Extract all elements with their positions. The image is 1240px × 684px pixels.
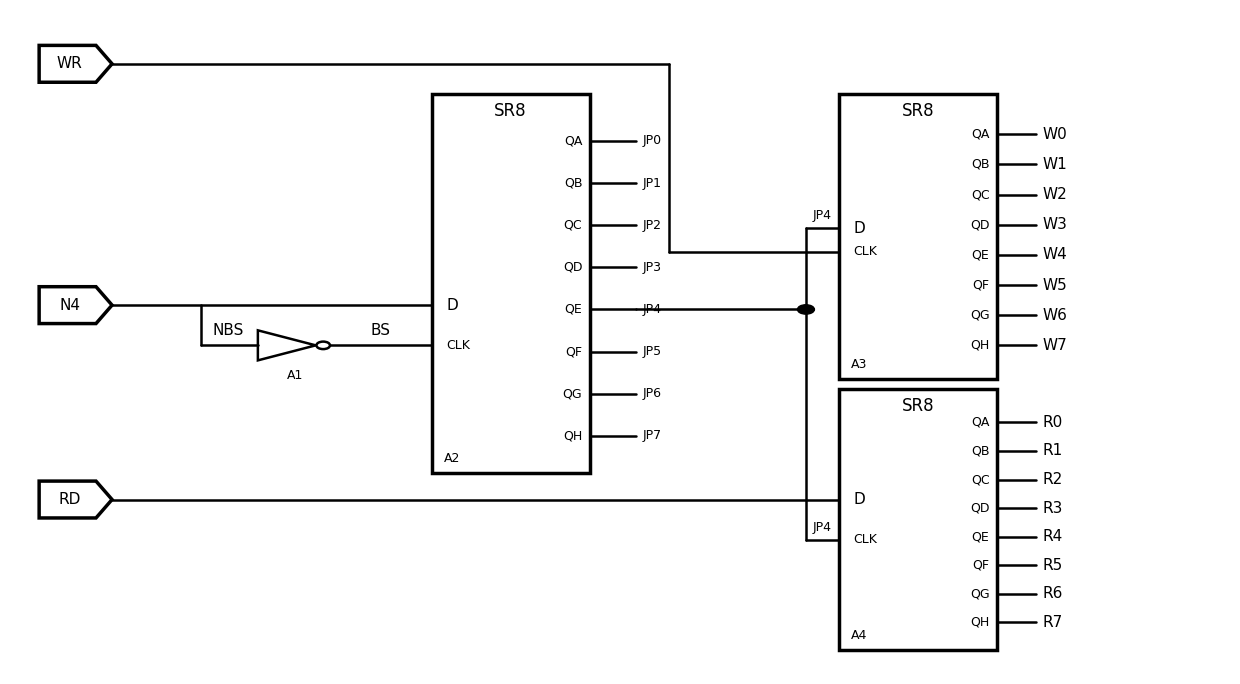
- Text: CLK: CLK: [446, 339, 470, 352]
- Text: JP3: JP3: [644, 261, 662, 274]
- Text: QH: QH: [970, 616, 990, 629]
- Text: QD: QD: [563, 261, 583, 274]
- Text: D: D: [853, 492, 866, 507]
- Text: A1: A1: [288, 369, 304, 382]
- Text: JP4: JP4: [813, 521, 832, 534]
- Text: QH: QH: [563, 430, 583, 443]
- Text: QB: QB: [564, 176, 583, 189]
- Text: QG: QG: [970, 587, 990, 600]
- Text: QF: QF: [972, 278, 990, 291]
- Text: NBS: NBS: [212, 323, 244, 338]
- Text: BS: BS: [371, 323, 391, 338]
- Text: RD: RD: [58, 492, 81, 507]
- Text: W5: W5: [1043, 278, 1068, 293]
- Text: R0: R0: [1043, 415, 1063, 430]
- Text: JP6: JP6: [644, 387, 662, 400]
- Text: QF: QF: [565, 345, 583, 358]
- Text: QE: QE: [972, 248, 990, 261]
- Text: A3: A3: [851, 358, 867, 371]
- Text: W0: W0: [1043, 127, 1068, 142]
- Text: QF: QF: [972, 559, 990, 572]
- Text: N4: N4: [60, 298, 81, 313]
- Text: JP2: JP2: [644, 219, 662, 232]
- Text: R6: R6: [1043, 586, 1063, 601]
- Text: QB: QB: [971, 445, 990, 458]
- Text: D: D: [446, 298, 458, 313]
- Text: SR8: SR8: [901, 397, 934, 415]
- Text: QB: QB: [971, 158, 990, 171]
- FancyBboxPatch shape: [838, 94, 997, 379]
- Text: QA: QA: [971, 128, 990, 141]
- Text: QA: QA: [971, 416, 990, 429]
- Text: QE: QE: [564, 303, 583, 316]
- Circle shape: [797, 305, 815, 314]
- Text: WR: WR: [57, 56, 83, 71]
- Text: QC: QC: [971, 188, 990, 201]
- Text: D: D: [853, 220, 866, 235]
- Text: W1: W1: [1043, 157, 1068, 172]
- Text: CLK: CLK: [853, 534, 877, 547]
- Text: R3: R3: [1043, 501, 1063, 516]
- Text: W7: W7: [1043, 338, 1068, 353]
- Text: JP0: JP0: [644, 134, 662, 148]
- Text: QD: QD: [970, 218, 990, 231]
- Text: QC: QC: [564, 219, 583, 232]
- Text: QG: QG: [563, 387, 583, 400]
- Text: CLK: CLK: [853, 245, 877, 258]
- Text: R5: R5: [1043, 557, 1063, 573]
- Text: JP1: JP1: [644, 176, 662, 189]
- Text: QH: QH: [970, 339, 990, 352]
- Text: W4: W4: [1043, 248, 1068, 263]
- Text: R4: R4: [1043, 529, 1063, 544]
- Text: W6: W6: [1043, 308, 1068, 323]
- Text: W2: W2: [1043, 187, 1068, 202]
- Text: R2: R2: [1043, 472, 1063, 487]
- Text: QD: QD: [970, 501, 990, 514]
- Text: W3: W3: [1043, 218, 1068, 232]
- FancyBboxPatch shape: [432, 94, 589, 473]
- Text: QE: QE: [972, 530, 990, 543]
- FancyBboxPatch shape: [838, 389, 997, 650]
- Text: SR8: SR8: [901, 103, 934, 120]
- Text: QC: QC: [971, 473, 990, 486]
- Text: QA: QA: [564, 134, 583, 148]
- Text: A4: A4: [851, 629, 867, 642]
- Text: JP7: JP7: [644, 430, 662, 443]
- Text: QG: QG: [970, 308, 990, 321]
- Text: JP4: JP4: [644, 303, 662, 316]
- Text: A2: A2: [444, 451, 460, 464]
- Text: R7: R7: [1043, 615, 1063, 630]
- Text: R1: R1: [1043, 443, 1063, 458]
- Text: JP5: JP5: [644, 345, 662, 358]
- Text: SR8: SR8: [495, 103, 527, 120]
- Text: JP4: JP4: [813, 209, 832, 222]
